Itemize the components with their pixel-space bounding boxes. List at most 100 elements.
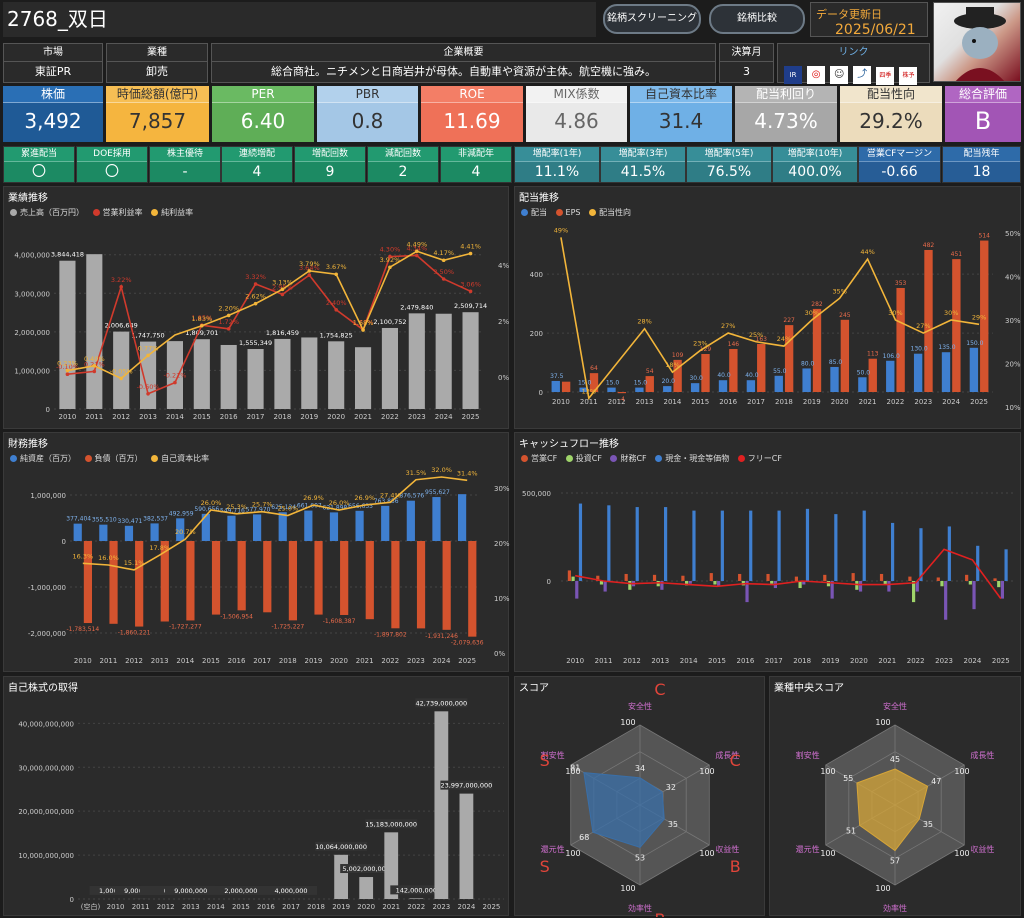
stat-value: 4 — [252, 164, 262, 180]
dividend-bar — [830, 366, 839, 392]
radar-axis-label: 効率性 — [628, 903, 652, 913]
cashflow-bar — [908, 576, 912, 581]
radar-axis-label: 割安性 — [796, 750, 820, 760]
eps-label: 109 — [672, 352, 684, 359]
x-tick-label: 2022 — [381, 413, 399, 421]
x-tick-label: 2012 — [608, 398, 626, 406]
op-margin-point — [173, 380, 177, 385]
y2-tick-label: 4% — [498, 262, 509, 270]
x-tick-label: 2022 — [407, 903, 425, 911]
legend-sales: 売上高（百万円） — [20, 208, 84, 217]
kpi-label: MIX係数 — [526, 86, 627, 103]
sales-label: 1,816,459 — [266, 329, 299, 337]
equity-ratio-label: 25.7% — [252, 501, 273, 509]
x-tick-label: 2025 — [970, 398, 988, 406]
op-margin-label: 2.95% — [272, 283, 293, 291]
sales-label: 2,006,649 — [105, 322, 138, 330]
person-link-icon[interactable]: ☺ — [830, 66, 849, 84]
payout-label: 30% — [944, 309, 958, 317]
x-tick-label: 2010 — [552, 398, 570, 406]
stat-label: 増配回数 — [295, 147, 365, 162]
shikiho-link-icon[interactable]: 四季 — [876, 67, 895, 85]
op-margin-point — [253, 282, 258, 286]
cashflow-bar — [940, 581, 944, 587]
stat-card: DOE採用〇 — [76, 146, 148, 183]
performance-legend: 売上高（百万円） 営業利益率 純利益率 — [10, 207, 193, 218]
cashflow-bar — [802, 581, 806, 585]
cashflow-bar — [603, 581, 607, 592]
dividend-bar — [718, 380, 728, 392]
kabutan-link-icon[interactable]: ◎ — [807, 66, 826, 84]
y-tick-label: 20,000,000,000 — [18, 808, 74, 816]
kpi-card: 配当利回り 4.73% — [735, 86, 837, 142]
dividend-bar — [774, 375, 783, 392]
kabuyoho-link-icon[interactable]: 株予 — [899, 67, 918, 85]
dividend-bar — [969, 347, 979, 392]
cashflow-bar — [972, 581, 976, 610]
dividend-label: 130.0 — [911, 346, 928, 353]
stat-card: 増配回数 9 — [294, 146, 366, 183]
x-tick-label: 2017 — [765, 657, 783, 665]
kpi-value: 3,492 — [24, 109, 82, 133]
equity-ratio-label: 32.0% — [431, 466, 452, 474]
stat-card: 営業CFマージン -0.66 — [858, 146, 941, 183]
liabilities-bar — [211, 541, 221, 615]
sales-label: 1,754,825 — [320, 331, 353, 339]
irbank-link-icon[interactable]: IR — [784, 66, 802, 84]
payout-label: 30% — [888, 309, 902, 317]
op-margin-label: -0.10% — [56, 363, 79, 371]
sales-bar — [462, 312, 479, 409]
liabilities-label: -1,506,954 — [220, 613, 253, 620]
chart-link-icon[interactable]: ⤴ — [853, 66, 872, 84]
market-value: 東証PR — [34, 65, 72, 78]
x-tick-label: 2014 — [176, 657, 194, 665]
buyback-bar — [334, 854, 349, 899]
cashflow-bar — [738, 573, 742, 581]
legend-free-cf: フリーCF — [747, 454, 782, 463]
net-margin-label: 0.23% — [57, 360, 78, 368]
x-tick-label: 2025 — [458, 657, 476, 665]
stock-compare-button[interactable]: 銘柄比較 — [709, 4, 805, 34]
stat-card: 株主優待 - — [149, 146, 221, 183]
update-date-box: データ更新日 2025/06/21 — [810, 2, 928, 38]
payout-line — [560, 237, 980, 401]
eps-bar — [868, 358, 877, 392]
x-tick-label: 2023 — [408, 413, 426, 421]
score-grade: C — [654, 680, 665, 699]
buyback-label-bg — [340, 864, 393, 874]
sales-bar — [86, 254, 103, 409]
x-tick-label: 2010 — [74, 657, 92, 665]
x-tick-label: 2016 — [220, 413, 238, 421]
x-tick-label: 2011 — [580, 398, 598, 406]
x-tick-label: 2015 — [708, 657, 726, 665]
sales-bar — [166, 341, 183, 409]
radar-max-label: 100 — [620, 718, 635, 727]
stat-value: - — [182, 164, 188, 180]
stock-screening-button[interactable]: 銘柄スクリーニング — [603, 4, 701, 34]
kpi-label: 配当利回り — [735, 86, 837, 103]
radar-max-label: 100 — [699, 767, 714, 776]
net-margin-label: 1.83% — [191, 315, 212, 323]
kpi-label: PBR — [317, 86, 418, 103]
x-tick-label: 2021 — [356, 657, 374, 665]
dividend-label: 15.0 — [634, 380, 648, 387]
dividend-label: 85.0 — [829, 359, 843, 366]
stat-value: 〇 — [105, 164, 119, 180]
cashflow-bar — [709, 573, 713, 581]
sales-bar — [381, 327, 398, 409]
net-margin-label: 2.20% — [218, 304, 239, 312]
net-assets-bar — [176, 518, 185, 541]
financial-title: 財務推移 — [8, 439, 48, 450]
x-tick-label: 2025 — [462, 413, 480, 421]
kpi-value: 11.69 — [443, 109, 501, 133]
y-tick-label: -1,000,000 — [28, 584, 66, 592]
cashflow-bar — [571, 576, 575, 581]
fiscal-month-value: 3 — [743, 65, 750, 78]
buyback-label: 5,002,000,000 — [342, 865, 390, 873]
x-tick-label: 2016 — [257, 903, 275, 911]
stat-label: 株主優待 — [150, 147, 220, 162]
x-tick-label: 2021 — [859, 398, 877, 406]
x-tick-label: 2019 — [300, 413, 318, 421]
radar-max-label: 100 — [820, 849, 835, 858]
buyback-label-bg — [440, 780, 493, 790]
